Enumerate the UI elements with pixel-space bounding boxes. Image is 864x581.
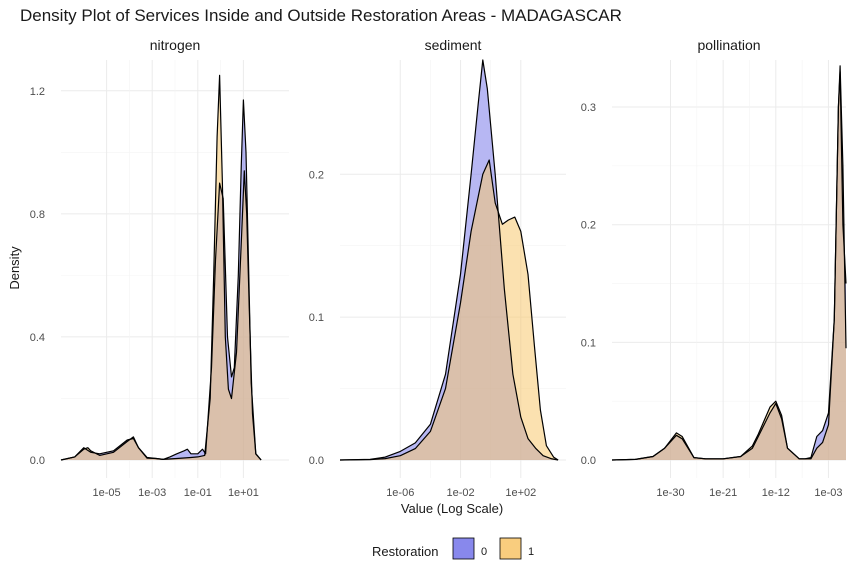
density-line-sediment-1 <box>339 159 559 461</box>
y-axis-label: Density <box>7 246 22 290</box>
y-tick-label: 0.8 <box>30 209 45 221</box>
y-tick-label: 0.0 <box>309 455 324 467</box>
facet-label-nitrogen: nitrogen <box>150 37 201 53</box>
density-area-nitrogen-1 <box>61 75 262 461</box>
density-line-nitrogen-0 <box>60 99 262 461</box>
legend-title: Restoration <box>372 544 438 559</box>
x-axis-label: Value (Log Scale) <box>401 501 503 516</box>
panel-sediment: sediment 0.0 0.1 0.2 1e-06 1e-02 1e+02 <box>309 37 566 499</box>
panel-pollination: pollination 0.0 0.1 0.2 0.3 1e-30 1e-21 1e-12 1e… <box>581 37 847 499</box>
facet-label-sediment: sediment <box>425 37 482 53</box>
density-area-pollination-0 <box>612 71 846 461</box>
density-line-pollination-0 <box>611 71 847 461</box>
facet-label-pollination: pollination <box>697 37 760 53</box>
y-tick-label: 0.2 <box>309 169 324 181</box>
y-tick-label: 0.0 <box>30 455 45 467</box>
legend-label-1: 1 <box>528 546 534 558</box>
y-tick-label: 1.2 <box>30 86 45 98</box>
y-tick-label: 0.3 <box>581 102 596 114</box>
legend-key-0 <box>452 537 475 560</box>
facet-panels: nitrogen 0.0 0.4 0.8 1.2 1e-05 1e-03 1e-01 1e+01… <box>30 37 847 499</box>
density-line-pollination-1 <box>611 65 847 461</box>
x-tick-label: 1e+02 <box>505 487 536 499</box>
gridlines <box>61 60 289 478</box>
legend-key-1 <box>499 537 522 560</box>
legend-label-0: 0 <box>481 546 487 558</box>
chart-title: Density Plot of Services Inside and Outs… <box>20 6 622 25</box>
density-area-sediment-1 <box>340 160 559 460</box>
x-tick-label: 1e-30 <box>656 487 684 499</box>
x-tick-label: 1e-06 <box>386 487 414 499</box>
x-tick-label: 1e-05 <box>93 487 121 499</box>
legend: Restoration 0 1 <box>372 537 534 560</box>
x-tick-label: 1e-01 <box>184 487 212 499</box>
y-tick-label: 0.0 <box>581 455 596 467</box>
y-tick-label: 0.2 <box>581 220 596 232</box>
y-tick-label: 0.1 <box>581 337 596 349</box>
y-tick-label: 0.1 <box>309 312 324 324</box>
y-tick-label: 0.4 <box>30 332 45 344</box>
x-tick-label: 1e+01 <box>228 487 259 499</box>
x-tick-label: 1e-12 <box>762 487 790 499</box>
gridlines <box>612 60 846 478</box>
x-tick-label: 1e-03 <box>138 487 166 499</box>
panel-nitrogen: nitrogen 0.0 0.4 0.8 1.2 1e-05 1e-03 1e-01 1e+01 <box>30 37 289 499</box>
x-tick-label: 1e-02 <box>446 487 474 499</box>
density-line-nitrogen-1 <box>60 74 262 461</box>
x-tick-label: 1e-21 <box>709 487 737 499</box>
density-line-sediment-0 <box>339 59 559 461</box>
x-tick-label: 1e-03 <box>814 487 842 499</box>
